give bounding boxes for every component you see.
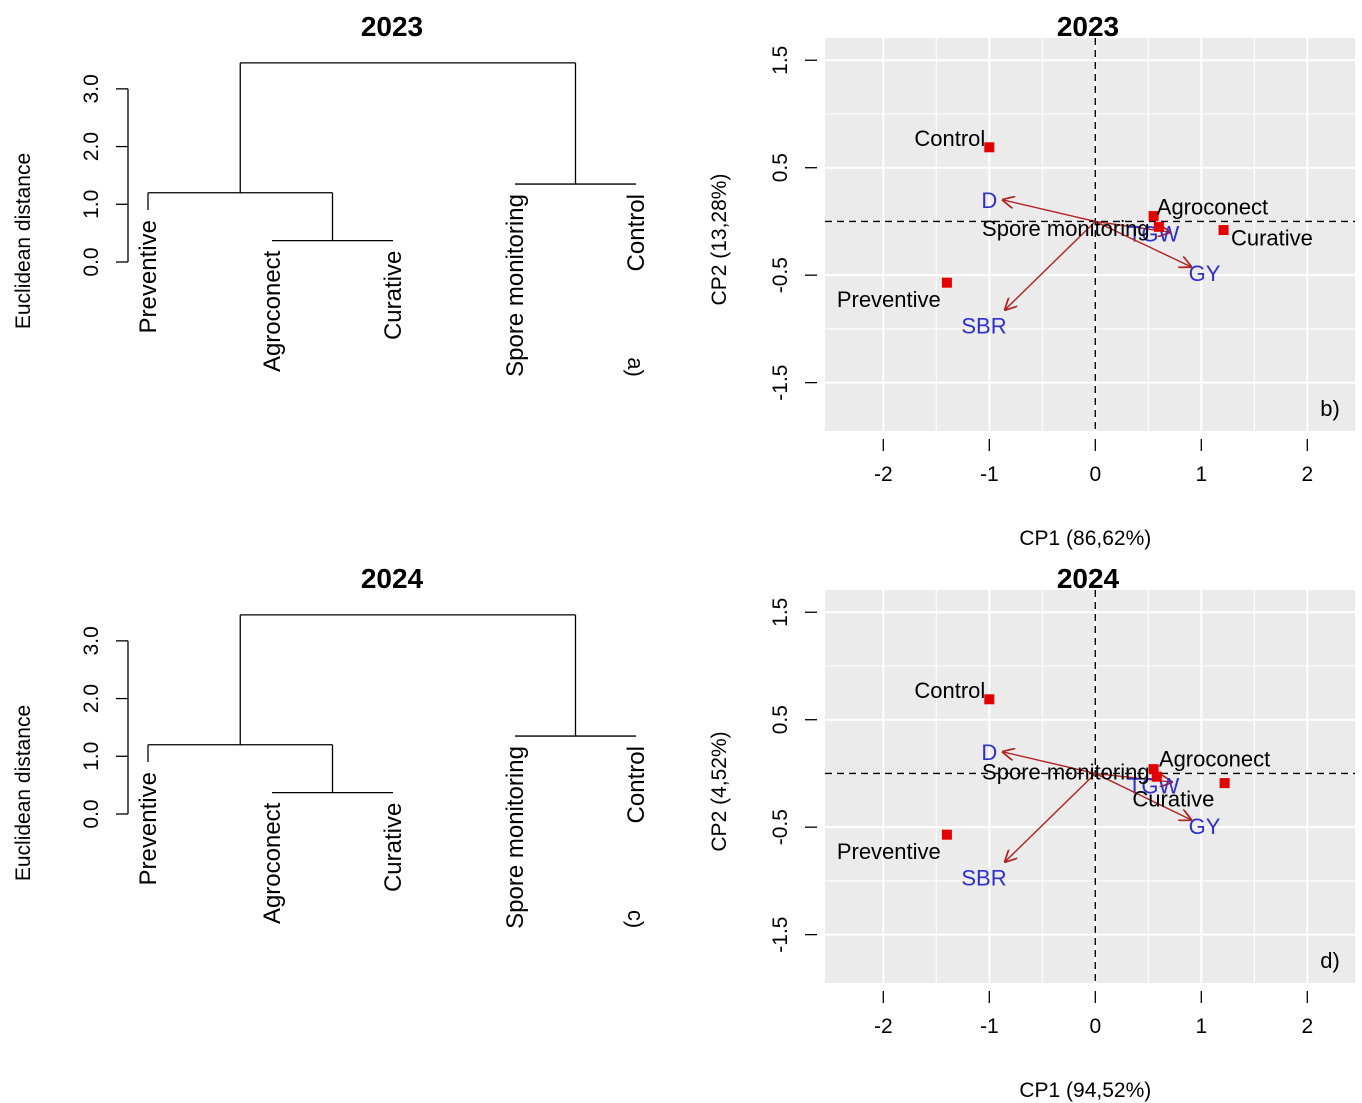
- point-label: Spore monitoring: [982, 759, 1150, 784]
- leaf-label: Control: [623, 746, 650, 823]
- point-label: Preventive: [837, 839, 941, 864]
- score-point: [941, 829, 952, 840]
- score-point: [941, 277, 952, 288]
- loading-arrow: [1003, 200, 1096, 223]
- x-tick-label: 1: [1195, 1015, 1207, 1038]
- panel-label: c): [623, 910, 648, 928]
- x-tick-label: 2: [1301, 463, 1313, 486]
- x-tick-label: 1: [1195, 463, 1207, 486]
- panel-1: 2023 0.0 1.0 2.0 3.0 Euclidean distance Preven…: [12, 11, 650, 377]
- variable-label: D: [981, 740, 997, 765]
- score-point: [984, 694, 995, 705]
- leaf-label: Agroconect: [259, 250, 286, 372]
- variable-label: GY: [1189, 261, 1221, 286]
- y-tick-label: 0.5: [769, 705, 792, 734]
- variable-label: SBR: [961, 866, 1006, 891]
- x-tick-label: 0: [1089, 463, 1101, 486]
- y-tick-label: -0.5: [769, 257, 792, 293]
- y-tick-label: 0.0: [80, 247, 103, 276]
- y-tick-label: -0.5: [769, 809, 792, 845]
- y-axis-label: Euclidean distance: [12, 153, 35, 329]
- leaf-label: Spore monitoring: [502, 746, 529, 929]
- score-point: [1153, 221, 1164, 232]
- x-tick-label: -1: [980, 1015, 999, 1038]
- panel-2: 2023 -2 -1 0 1 2 -1.5 -0.5 0.5 1.5 CP1 (86,62%) CP2…: [708, 11, 1355, 550]
- leaf-label: Control: [623, 194, 650, 271]
- score-point: [1219, 778, 1230, 789]
- loading-arrow: [1003, 752, 1096, 775]
- point-label: Preventive: [837, 287, 941, 312]
- score-point: [1148, 211, 1159, 222]
- plot-background: [825, 38, 1355, 431]
- score-point: [1148, 764, 1159, 775]
- y-tick-label: 3.0: [80, 74, 103, 103]
- y-tick-label: 1.5: [769, 46, 792, 75]
- loading-arrow: [1005, 220, 1096, 309]
- y-axis-label: Euclidean distance: [12, 705, 35, 881]
- loading-arrow: [1095, 220, 1190, 266]
- score-point: [1151, 771, 1162, 782]
- leaf-label: Agroconect: [259, 802, 286, 924]
- variable-label: SBR: [961, 314, 1006, 339]
- chart-title: 2023: [361, 11, 423, 42]
- y-tick-label: -1.5: [769, 917, 792, 953]
- point-label: Control: [914, 126, 985, 151]
- point-label: Agroconect: [1159, 747, 1270, 772]
- point-label: Curative: [1132, 786, 1214, 811]
- variable-label: GY: [1189, 814, 1221, 839]
- leaf-label: Spore monitoring: [502, 194, 529, 377]
- leaf-label: Preventive: [135, 772, 162, 885]
- y-axis-label: CP2 (4,52%): [708, 731, 731, 851]
- point-label: Spore monitoring: [982, 216, 1150, 241]
- point-label: Curative: [1231, 226, 1313, 251]
- x-tick-label: -2: [874, 1015, 893, 1038]
- plot-background: [825, 590, 1355, 983]
- score-point: [984, 142, 995, 153]
- point-label: Control: [914, 678, 985, 703]
- x-axis-label: CP1 (86,62%): [1019, 527, 1151, 550]
- variable-label: TGW: [1128, 221, 1180, 246]
- y-tick-label: 1.5: [769, 598, 792, 627]
- y-tick-label: 3.0: [80, 626, 103, 655]
- y-tick-label: 2.0: [80, 132, 103, 161]
- leaf-label: Preventive: [135, 220, 162, 333]
- panel-label: d): [1320, 948, 1340, 973]
- chart-title: 2024: [361, 563, 424, 594]
- loading-arrow: [1094, 772, 1190, 819]
- y-tick-label: 2.0: [80, 684, 103, 713]
- variable-label: D: [981, 188, 997, 213]
- x-tick-label: -1: [980, 463, 999, 486]
- x-tick-label: 2: [1301, 1015, 1313, 1038]
- y-tick-label: 1.0: [80, 742, 103, 771]
- x-tick-label: 0: [1089, 1015, 1101, 1038]
- leaf-label: Curative: [380, 803, 407, 892]
- y-axis-label: CP2 (13,28%): [708, 174, 731, 306]
- y-tick-label: -1.5: [769, 365, 792, 401]
- x-axis-label: CP1 (94,52%): [1019, 1079, 1151, 1102]
- panel-label: b): [1320, 396, 1340, 421]
- panel-3: 2024 0.0 1.0 2.0 3.0 Euclidean distance Preven…: [12, 563, 650, 929]
- point-label: Agroconect: [1157, 195, 1268, 220]
- score-point: [1218, 225, 1229, 236]
- y-tick-label: 0.5: [769, 153, 792, 182]
- loading-arrow: [1005, 772, 1096, 861]
- y-tick-label: 1.0: [80, 190, 103, 219]
- panel-label: a): [623, 357, 648, 377]
- x-tick-label: -2: [874, 463, 893, 486]
- y-tick-label: 0.0: [80, 799, 103, 828]
- chart-title: 2024: [1057, 563, 1120, 594]
- chart-title: 2023: [1057, 11, 1119, 42]
- panel-4: 2024 -2 -1 0 1 2 -1.5 -0.5 0.5 1.5 CP1 (94,52%) CP2…: [708, 563, 1355, 1102]
- leaf-label: Curative: [380, 251, 407, 340]
